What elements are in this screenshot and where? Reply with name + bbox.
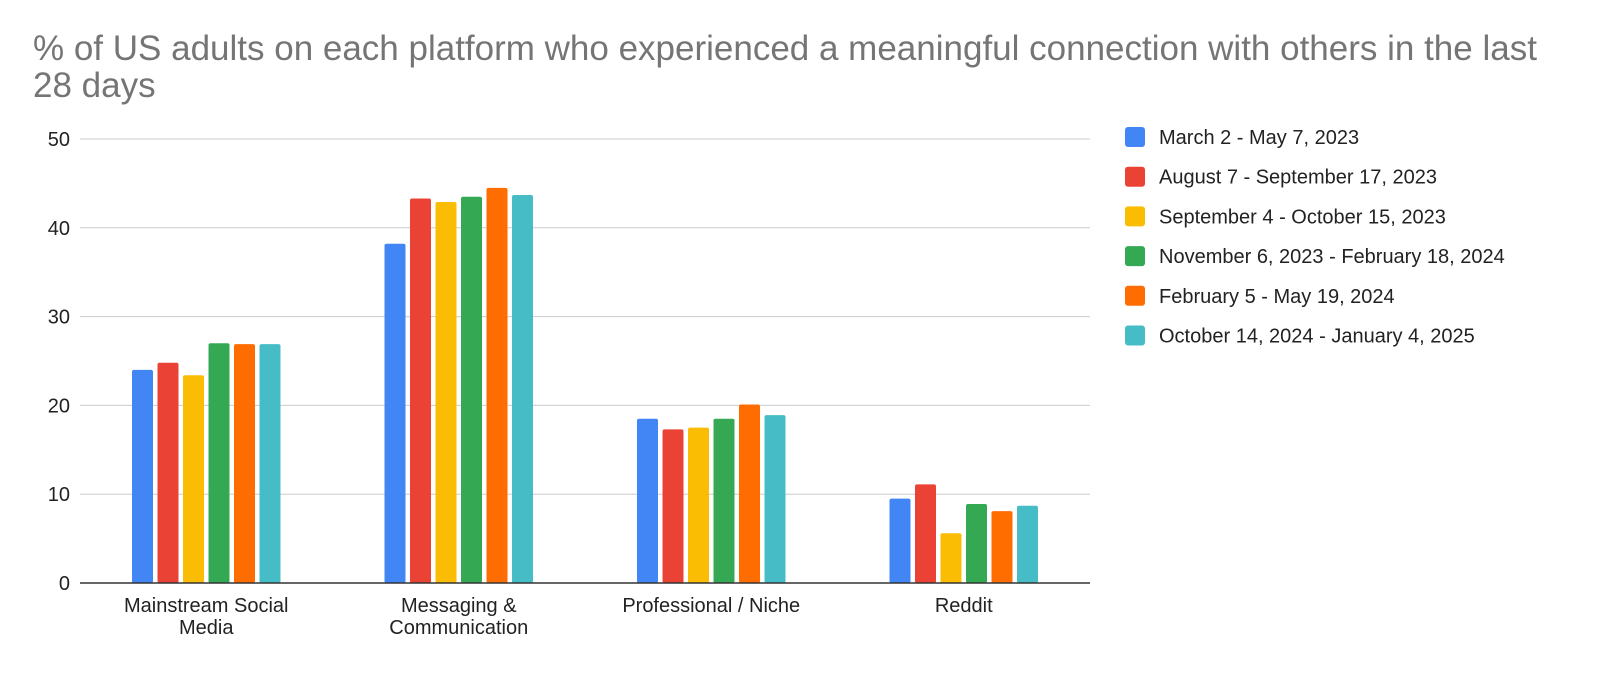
bar (512, 194, 533, 583)
y-axis-ticks: 0 10 20 30 40 50 (48, 129, 70, 595)
category-label: Professional / Niche (622, 595, 800, 617)
bar (889, 498, 911, 583)
bars (132, 187, 1038, 583)
bar (435, 202, 457, 583)
bar (1017, 505, 1038, 583)
bar (461, 196, 482, 583)
legend-label: February 5 - May 19, 2024 (1159, 286, 1395, 308)
bar (764, 415, 786, 583)
legend-swatch (1125, 325, 1145, 346)
bar (713, 418, 735, 583)
y-tick-label: 10 (48, 484, 70, 506)
legend-swatch (1125, 246, 1145, 267)
bar (662, 429, 684, 583)
category-label: Communication (389, 617, 528, 639)
bar (384, 243, 406, 583)
bar (486, 187, 508, 583)
bar (739, 404, 760, 583)
legend-swatch (1125, 166, 1145, 187)
category-label: Reddit (935, 595, 993, 617)
legend-swatch (1125, 206, 1145, 227)
bar (991, 511, 1013, 583)
y-tick-label: 50 (48, 129, 70, 151)
legend-label: November 6, 2023 - February 18, 2024 (1159, 246, 1505, 268)
bar (183, 375, 204, 583)
bar (208, 343, 230, 583)
y-tick-label: 40 (48, 218, 70, 240)
legend-label: October 14, 2024 - January 4, 2025 (1159, 326, 1475, 348)
category-label: Messaging & (401, 595, 517, 617)
category-label: Mainstream Social (124, 595, 289, 617)
bar (915, 484, 936, 583)
bar (966, 503, 987, 583)
legend: March 2 - May 7, 2023 August 7 - Septembe… (1125, 127, 1505, 348)
bar (940, 533, 962, 583)
y-tick-label: 0 (59, 573, 70, 595)
y-tick-label: 20 (48, 395, 70, 417)
bar (157, 362, 179, 583)
legend-swatch (1125, 127, 1145, 147)
bar (132, 369, 153, 583)
legend-label: August 7 - September 17, 2023 (1159, 167, 1437, 189)
y-tick-label: 30 (48, 307, 70, 329)
gridlines (80, 138, 1090, 495)
bar (637, 418, 658, 583)
chart-title: % of US adults on each platform who expe… (33, 29, 1537, 105)
category-label: Media (179, 617, 234, 639)
bar (688, 427, 709, 583)
legend-label: March 2 - May 7, 2023 (1159, 127, 1359, 149)
bar (410, 198, 431, 583)
bar (234, 344, 255, 583)
legend-label: September 4 - October 15, 2023 (1159, 206, 1446, 228)
legend-swatch (1125, 285, 1145, 306)
bar (259, 344, 281, 583)
